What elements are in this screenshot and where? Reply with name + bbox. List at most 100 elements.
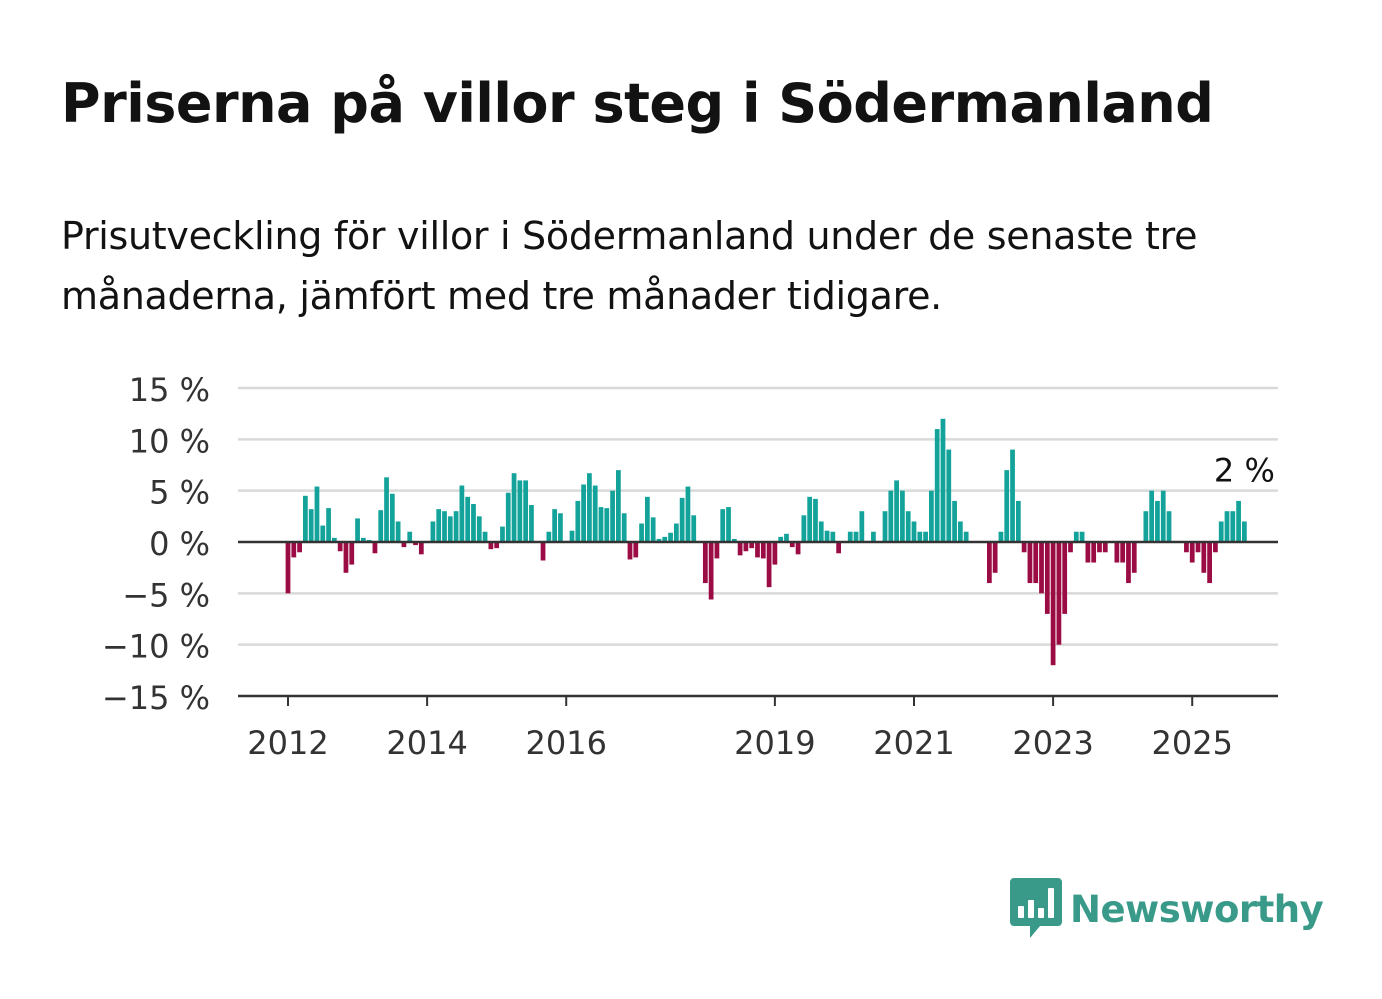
bar <box>1033 542 1038 583</box>
bar <box>355 518 360 542</box>
bar <box>1051 542 1056 665</box>
bar <box>303 496 308 542</box>
brand-name: Newsworthy <box>1070 888 1323 931</box>
bar <box>326 508 331 542</box>
bar <box>726 507 731 542</box>
y-axis-ticks: 15 %10 %5 %0 %−5 %−10 %−15 % <box>102 371 210 717</box>
y-tick-label: −15 % <box>102 679 210 717</box>
bar <box>1080 532 1085 542</box>
bar <box>668 533 673 542</box>
bar <box>483 532 488 542</box>
bar <box>1225 511 1230 542</box>
bar <box>604 508 609 542</box>
chart-subtitle: Prisutveckling för villor i Södermanland… <box>61 206 1331 326</box>
bar <box>506 493 511 542</box>
bar <box>1207 542 1212 583</box>
bar <box>1097 542 1102 552</box>
newsworthy-chart-bubble-icon <box>1010 878 1062 940</box>
x-tick-label: 2023 <box>1012 724 1093 762</box>
bar <box>767 542 772 587</box>
bar <box>1016 501 1021 542</box>
bar <box>738 542 743 555</box>
bar <box>709 542 714 599</box>
x-tick-label: 2021 <box>873 724 954 762</box>
bar <box>517 480 522 542</box>
bar <box>639 524 644 542</box>
bar <box>674 524 679 542</box>
bar <box>593 486 598 542</box>
bar <box>546 532 551 542</box>
bar <box>1143 511 1148 542</box>
y-tick-label: 10 % <box>129 422 210 460</box>
bar <box>987 542 992 583</box>
bar <box>958 521 963 542</box>
bar <box>883 511 888 542</box>
bar <box>1242 521 1247 542</box>
y-tick-label: 0 % <box>149 525 210 563</box>
bar <box>454 511 459 542</box>
bar <box>1190 542 1195 563</box>
bar <box>715 542 720 558</box>
bar <box>1010 450 1015 542</box>
bar <box>297 542 302 552</box>
y-tick-label: −5 % <box>122 576 210 614</box>
bar <box>587 473 592 542</box>
bar <box>819 521 824 542</box>
bar <box>917 532 922 542</box>
bar <box>1022 542 1027 552</box>
bar <box>633 542 638 557</box>
newsworthy-brand: Newsworthy <box>1010 878 1323 940</box>
bar-chart: 15 %10 %5 %0 %−5 %−10 %−15 % 2012 2014 201… <box>0 360 1382 780</box>
bar <box>830 532 835 542</box>
bar <box>1045 542 1050 614</box>
bar <box>1201 542 1206 573</box>
bar <box>836 542 841 553</box>
bar <box>558 513 563 542</box>
bar <box>378 510 383 542</box>
bar <box>1219 521 1224 542</box>
bar <box>964 532 969 542</box>
bar <box>1028 542 1033 583</box>
bar <box>1167 511 1172 542</box>
x-tick-label: 2016 <box>526 724 607 762</box>
bar <box>1161 491 1166 542</box>
bar <box>628 542 633 559</box>
bar <box>888 491 893 542</box>
bar <box>993 542 998 573</box>
bar <box>761 542 766 558</box>
bar <box>384 477 389 542</box>
annotations: 2 % <box>1214 451 1275 489</box>
bar <box>286 542 291 593</box>
bar <box>373 542 378 553</box>
bar <box>1039 542 1044 593</box>
bar <box>448 516 453 542</box>
bar <box>477 516 482 542</box>
bar <box>1004 470 1009 542</box>
bar <box>1236 501 1241 542</box>
bar <box>854 532 859 542</box>
bar <box>691 515 696 542</box>
bar <box>291 542 296 557</box>
bar <box>599 507 604 542</box>
bar <box>442 511 447 542</box>
x-tick-label: 2014 <box>386 724 467 762</box>
x-tick-label: 2012 <box>247 724 328 762</box>
bar <box>773 542 778 565</box>
bar <box>396 521 401 542</box>
bar <box>929 491 934 542</box>
bar <box>436 509 441 542</box>
bar <box>512 473 517 542</box>
x-axis-ticks: 2012 2014 2016 2019 2021 2023 2025 <box>247 696 1233 762</box>
bar <box>570 531 575 542</box>
x-tick-label: 2019 <box>734 724 815 762</box>
bar <box>859 511 864 542</box>
bar <box>1091 542 1096 563</box>
bar <box>1068 542 1073 552</box>
bar <box>465 497 470 542</box>
bar <box>1114 542 1119 563</box>
bar <box>431 521 436 542</box>
bar <box>935 429 940 542</box>
bar <box>871 532 876 542</box>
bar <box>999 532 1004 542</box>
bar <box>813 499 818 542</box>
